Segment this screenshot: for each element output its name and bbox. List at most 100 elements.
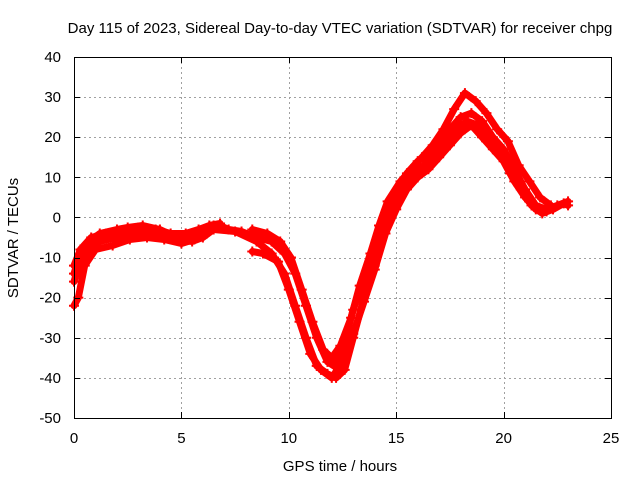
data-point	[470, 96, 481, 107]
data-point	[215, 218, 226, 229]
data-point	[545, 200, 556, 211]
data-point	[90, 244, 101, 255]
data-point	[75, 244, 86, 255]
data-point	[530, 204, 541, 215]
data-point	[335, 340, 346, 351]
data-point	[283, 284, 294, 295]
data-point	[296, 284, 307, 295]
data-point	[307, 316, 318, 327]
data-point	[142, 232, 153, 243]
data-point	[466, 108, 477, 119]
y-axis-label: SDTVAR / TECUs	[5, 178, 22, 298]
data-point	[434, 152, 445, 163]
data-point	[116, 226, 127, 237]
data-point	[348, 328, 359, 339]
data-point	[316, 364, 327, 375]
data-point	[412, 172, 423, 183]
data-point	[294, 316, 305, 327]
data-point	[395, 176, 406, 187]
data-point	[86, 232, 97, 243]
data-point	[79, 260, 90, 271]
data-point	[477, 132, 488, 143]
x-tick-label: 10	[280, 430, 297, 447]
data-point	[487, 144, 498, 155]
data-point	[326, 352, 337, 363]
data-point	[273, 256, 284, 267]
data-point	[455, 112, 466, 123]
data-point	[520, 192, 531, 203]
data-point	[502, 136, 513, 147]
data-point	[204, 220, 215, 231]
data-point	[466, 120, 477, 131]
series-line	[248, 121, 551, 382]
data-point	[326, 372, 337, 383]
data-point	[285, 252, 296, 263]
data-point	[180, 228, 191, 239]
data-point	[133, 222, 144, 233]
data-point	[193, 224, 204, 235]
data-point	[159, 234, 170, 245]
data-point	[275, 236, 286, 247]
data-point	[492, 124, 503, 135]
data-point	[416, 152, 427, 163]
y-tick-label: 0	[53, 209, 61, 226]
data-point	[305, 348, 316, 359]
y-tick-label: -30	[39, 330, 61, 347]
data-point	[382, 196, 393, 207]
data-point	[354, 280, 365, 291]
data-point	[365, 248, 376, 259]
data-point	[513, 160, 524, 171]
data-point	[318, 344, 329, 355]
data-point	[189, 234, 200, 245]
data-point	[391, 204, 402, 215]
data-point	[380, 228, 391, 239]
data-point	[563, 200, 574, 211]
data-point	[251, 236, 262, 247]
data-point	[459, 88, 470, 99]
x-tick-label: 5	[177, 430, 185, 447]
y-tick-label: -20	[39, 290, 61, 307]
data-point	[401, 184, 412, 195]
series-line	[70, 234, 198, 310]
data-point	[406, 164, 417, 175]
data-point	[247, 246, 258, 257]
x-axis-label: GPS time / hours	[283, 458, 397, 475]
data-point	[535, 192, 546, 203]
series-track-d	[69, 120, 552, 383]
data-point	[337, 356, 348, 367]
data-point	[541, 206, 552, 217]
x-tick-label: 15	[388, 430, 405, 447]
data-point	[101, 228, 112, 239]
data-point	[346, 312, 357, 323]
data-point	[262, 228, 273, 239]
data-point	[438, 124, 449, 135]
data-point	[427, 140, 438, 151]
y-tick-label: 10	[44, 169, 61, 186]
plot-frame	[74, 57, 612, 419]
data-point	[197, 232, 208, 243]
data-point	[150, 224, 161, 235]
data-point	[358, 296, 369, 307]
data-point	[247, 224, 258, 235]
y-tick-label: -10	[39, 250, 61, 267]
data-point	[423, 164, 434, 175]
data-point	[509, 176, 520, 187]
y-tick-label: 20	[44, 129, 61, 146]
y-tick-label: 40	[44, 49, 61, 66]
x-tick-label: 20	[495, 430, 512, 447]
data-point	[498, 156, 509, 167]
y-tick-label: -50	[39, 410, 61, 427]
data-point	[455, 128, 466, 139]
data-point	[449, 104, 460, 115]
data-point	[230, 226, 241, 237]
data-point	[258, 248, 269, 259]
x-tick-label: 0	[70, 430, 78, 447]
data-point	[374, 220, 385, 231]
chart-title: Day 115 of 2023, Sidereal Day-to-day VTE…	[68, 20, 613, 37]
y-tick-label: -40	[39, 370, 61, 387]
series-track-c	[69, 88, 556, 363]
data-point	[124, 234, 135, 245]
x-tick-label: 25	[603, 430, 620, 447]
axis-ticks: 0 5 10 15 20 25 -50 -40 -30 -20 -10 0 10 20 30 40	[39, 49, 619, 447]
